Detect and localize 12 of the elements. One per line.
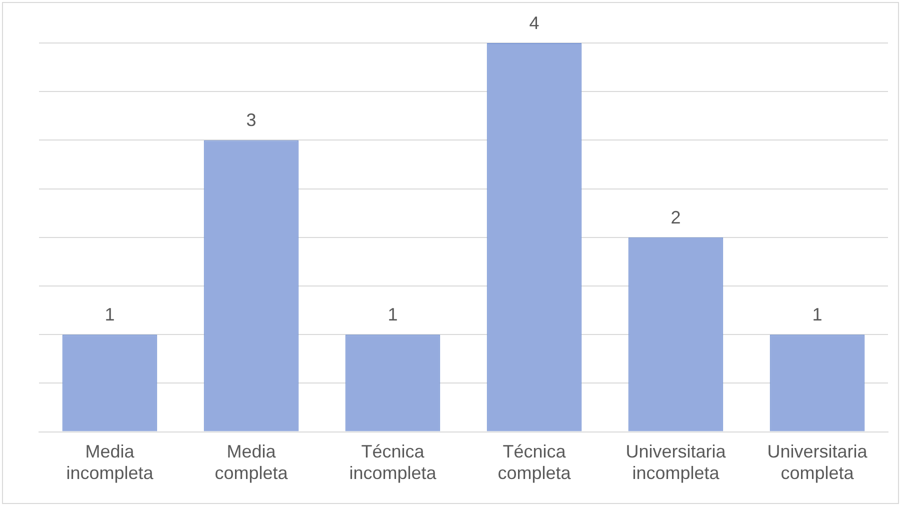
data-label: 1 [104, 304, 115, 325]
x-tick-label: Media incompleta [66, 442, 154, 484]
data-label: 2 [670, 207, 681, 228]
data-label: 1 [812, 304, 822, 325]
x-tick-label: Técnica incompleta [349, 442, 438, 484]
x-tick-label: Media completa [214, 442, 289, 484]
data-label: 3 [246, 110, 256, 130]
x-tick-label: Universitaria completa [767, 442, 868, 484]
x-tick-label: Universitaria incompleta [626, 442, 727, 484]
data-label: 4 [529, 12, 540, 33]
x-tick-label: Técnica completa [498, 442, 572, 484]
data-label: 1 [388, 304, 398, 325]
